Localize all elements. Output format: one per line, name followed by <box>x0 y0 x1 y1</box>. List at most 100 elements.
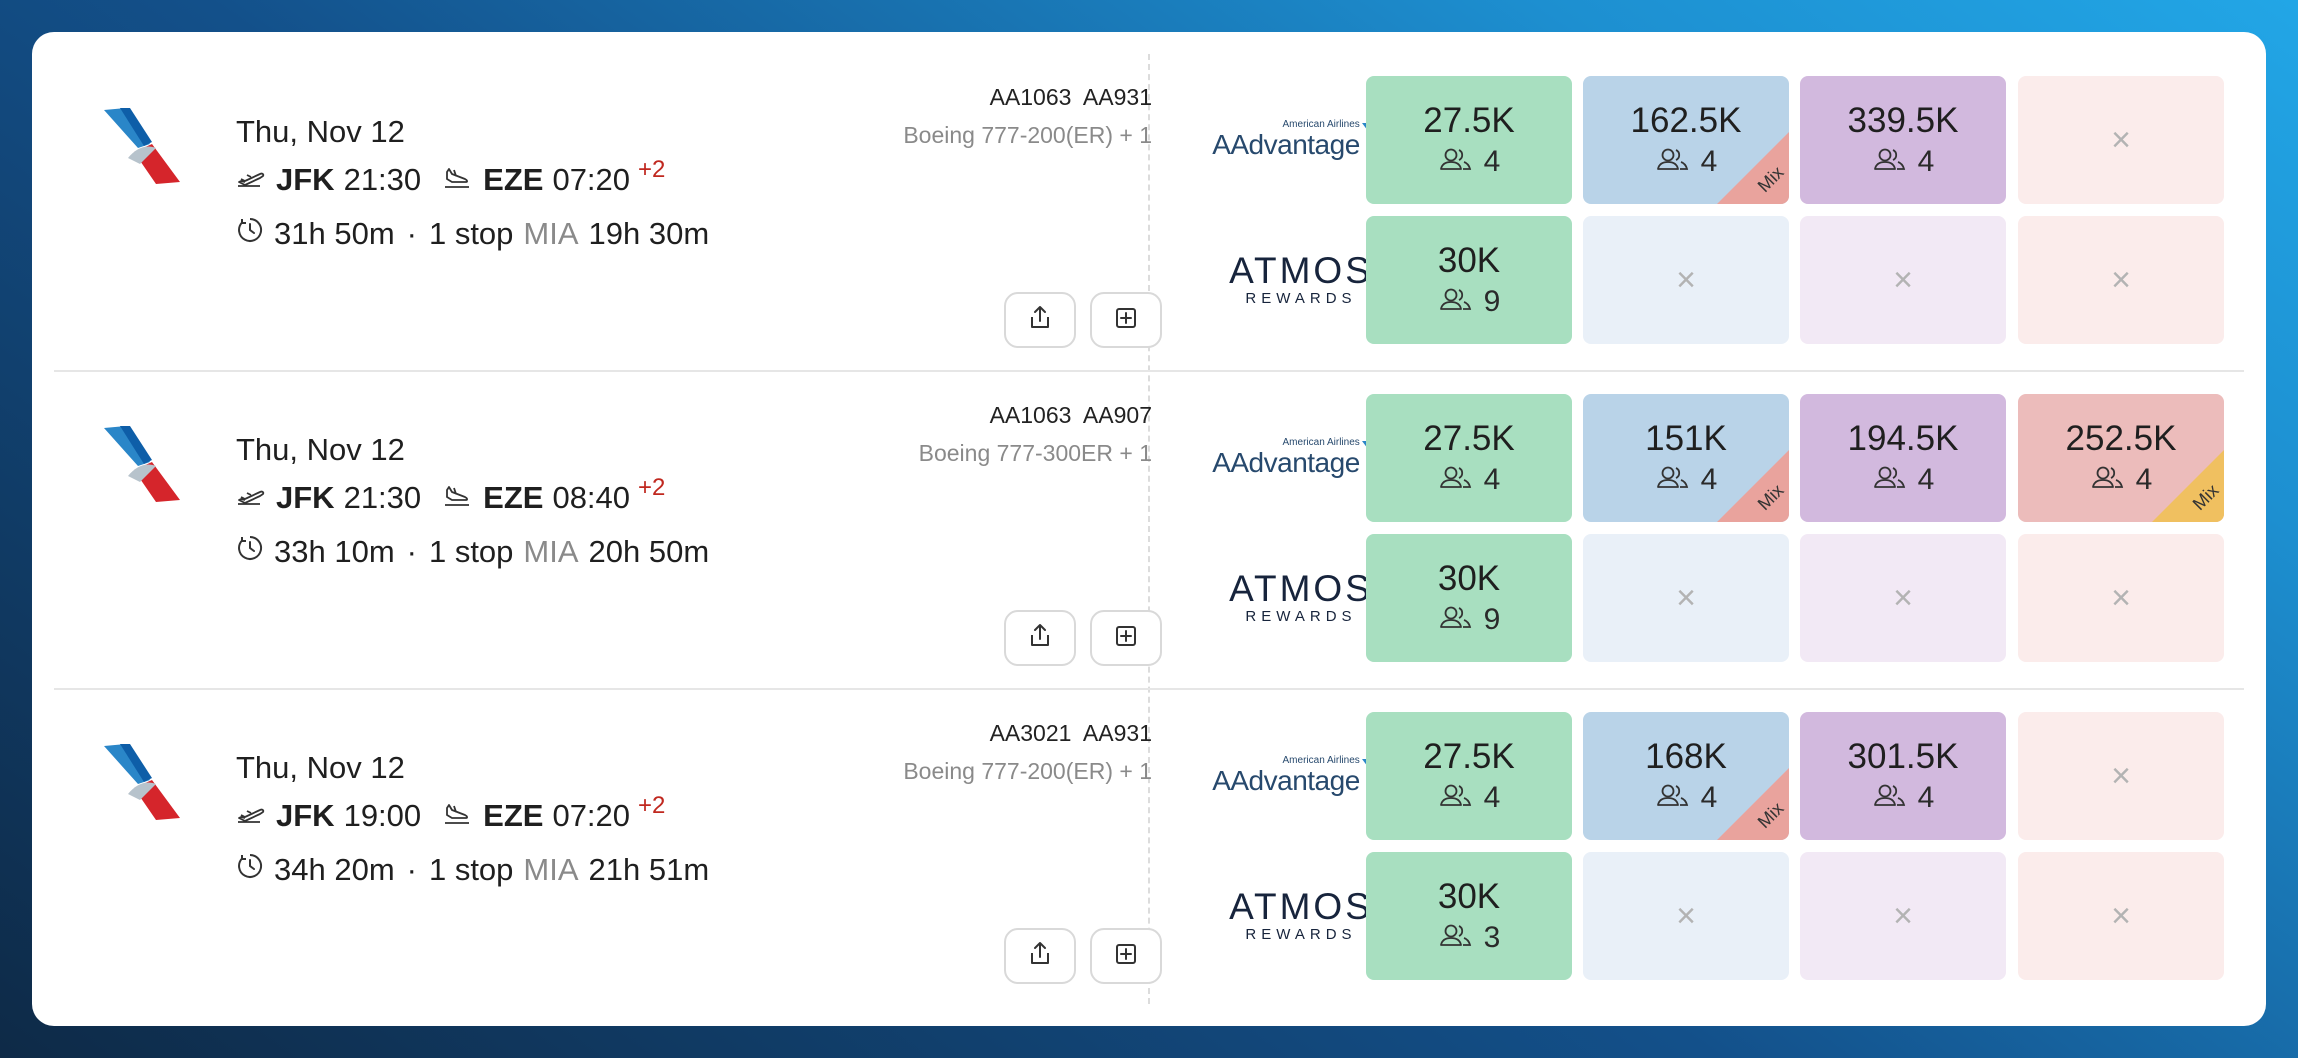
day-offset: +2 <box>638 474 666 501</box>
share-icon <box>1028 623 1052 654</box>
aadvantage-text: American Airlines AAdvantage <box>1212 120 1360 160</box>
aadvantage-award-cell[interactable]: 339.5K 4 <box>1800 76 2006 204</box>
aadvantage-award-cell[interactable]: 27.5K 4 <box>1366 394 1572 522</box>
unavailable-icon: × <box>2111 756 2131 795</box>
atmos-award-cell: × <box>2018 216 2224 344</box>
share-button[interactable] <box>1004 292 1076 348</box>
layover-duration: 20h 50m <box>588 534 710 569</box>
add-to-list-button[interactable] <box>1090 292 1162 348</box>
stops-count: 1 stop <box>428 534 514 569</box>
aadvantage-award-cell[interactable]: 301.5K 4 <box>1800 712 2006 840</box>
row-divider <box>54 370 2244 372</box>
duration-line: 31h 50m · 1 stop MIA 19h 30m <box>236 216 709 252</box>
people-icon <box>1438 145 1484 179</box>
add-square-icon <box>1114 306 1138 335</box>
row-divider <box>54 688 2244 690</box>
aadvantage-text: American Airlines AAdvantage <box>1212 756 1360 796</box>
atmos-award-cell: × <box>1583 852 1789 980</box>
aadvantage-wordmark: American Airlines AAdvantage <box>1212 756 1390 796</box>
seats-available: 4 <box>1438 781 1501 815</box>
american-airlines-logo-icon <box>100 740 182 822</box>
plane-takeoff-icon <box>236 798 266 834</box>
miles-price: 339.5K <box>1847 101 1959 140</box>
people-icon <box>1872 781 1918 815</box>
aadvantage-award-cell: × <box>2018 76 2224 204</box>
seats-available: 9 <box>1438 285 1500 319</box>
seats-available: 4 <box>1655 781 1717 815</box>
unavailable-icon: × <box>1893 578 1913 617</box>
aadvantage-award-cell[interactable]: 27.5K 4 <box>1366 76 1572 204</box>
seat-count: 4 <box>1700 463 1718 496</box>
unavailable-icon: × <box>1676 260 1696 299</box>
departure-airport: JFK <box>276 480 335 515</box>
atmos-award-cell: × <box>1800 216 2006 344</box>
aadvantage-wordmark: American Airlines AAdvantage <box>1212 438 1390 478</box>
add-to-list-button[interactable] <box>1090 610 1162 666</box>
flight-result-row[interactable]: Thu, Nov 12 JFK 19:00 EZE 07:20 +2 34h 20m · 1 s… <box>54 690 2244 1008</box>
atmos-rewards-program-logo: ATMOS REWARDS <box>1206 568 1396 628</box>
people-icon <box>1872 145 1918 179</box>
atmos-name: ATMOS <box>1229 568 1373 609</box>
seat-count: 4 <box>1483 781 1501 814</box>
aadvantage-award-cell[interactable]: 168K 4 Mix <box>1583 712 1789 840</box>
atmos-award-cell[interactable]: 30K 3 <box>1366 852 1572 980</box>
atmos-award-cell[interactable]: 30K 9 <box>1366 534 1572 662</box>
seat-count: 9 <box>1483 603 1501 636</box>
seat-count: 4 <box>1483 145 1501 178</box>
people-icon <box>1438 463 1484 497</box>
arrival-airport: EZE <box>483 480 544 515</box>
departure-airport: JFK <box>276 162 335 197</box>
flight-result-row[interactable]: Thu, Nov 12 JFK 21:30 EZE 07:20 +2 31h 50m · 1 s… <box>54 54 2244 372</box>
seats-available: 4 <box>2090 463 2153 497</box>
people-icon <box>2090 463 2136 497</box>
flight-numbers: AA3021 AA931 <box>989 720 1152 746</box>
aadvantage-award-cell[interactable]: 162.5K 4 Mix <box>1583 76 1789 204</box>
atmos-award-cell: × <box>1800 534 2006 662</box>
layover-airport: MIA <box>523 852 579 887</box>
departure-time: 21:30 <box>343 480 422 515</box>
atmos-wordmark: ATMOS REWARDS <box>1229 570 1373 626</box>
unavailable-icon: × <box>2111 896 2131 935</box>
atmos-award-cell[interactable]: 30K 9 <box>1366 216 1572 344</box>
flight-numbers: AA1063 AA931 <box>989 84 1152 110</box>
route-line: JFK 21:30 EZE 08:40 +2 <box>236 474 665 516</box>
aadvantage-award-cell[interactable]: 252.5K 4 Mix <box>2018 394 2224 522</box>
miles-price: 168K <box>1645 737 1727 776</box>
plane-takeoff-icon <box>236 162 266 198</box>
atmos-rewards-program-logo: ATMOS REWARDS <box>1206 250 1396 310</box>
seat-count: 4 <box>1917 781 1935 814</box>
atmos-name: ATMOS <box>1229 886 1373 927</box>
share-button[interactable] <box>1004 928 1076 984</box>
flight-result-row[interactable]: Thu, Nov 12 JFK 21:30 EZE 08:40 +2 33h 10m · 1 s… <box>54 372 2244 690</box>
miles-price: 162.5K <box>1630 101 1742 140</box>
miles-price: 151K <box>1645 419 1727 458</box>
unavailable-icon: × <box>1893 260 1913 299</box>
miles-price: 27.5K <box>1423 101 1515 140</box>
mixed-cabin-badge: Mix <box>1717 450 1789 522</box>
aadvantage-name: AAdvantage <box>1212 765 1360 796</box>
unavailable-icon: × <box>2111 578 2131 617</box>
aadvantage-award-cell[interactable]: 27.5K 4 <box>1366 712 1572 840</box>
atmos-name: ATMOS <box>1229 250 1373 291</box>
atmos-wordmark: ATMOS REWARDS <box>1229 888 1373 944</box>
share-button[interactable] <box>1004 610 1076 666</box>
american-airlines-logo-icon <box>100 422 182 504</box>
duration-line: 34h 20m · 1 stop MIA 21h 51m <box>236 852 709 888</box>
arrival-time: 07:20 <box>552 162 631 197</box>
aadvantage-award-cell[interactable]: 151K 4 Mix <box>1583 394 1789 522</box>
aadvantage-award-cell[interactable]: 194.5K 4 <box>1800 394 2006 522</box>
seats-available: 4 <box>1655 145 1717 179</box>
seat-count: 4 <box>2135 463 2153 496</box>
aadvantage-name: AAdvantage <box>1212 447 1360 478</box>
miles-price: 30K <box>1437 877 1501 916</box>
seat-count: 4 <box>1917 463 1935 496</box>
mixed-cabin-badge: Mix <box>1717 132 1789 204</box>
add-to-list-button[interactable] <box>1090 928 1162 984</box>
clock-icon <box>236 216 264 252</box>
layover-airport: MIA <box>523 534 579 569</box>
seat-count: 3 <box>1483 921 1501 954</box>
seats-available: 4 <box>1438 145 1501 179</box>
seats-available: 4 <box>1872 145 1934 179</box>
aircraft-type: Boeing 777-300ER + 1 <box>918 440 1152 466</box>
atmos-award-cell: × <box>2018 852 2224 980</box>
